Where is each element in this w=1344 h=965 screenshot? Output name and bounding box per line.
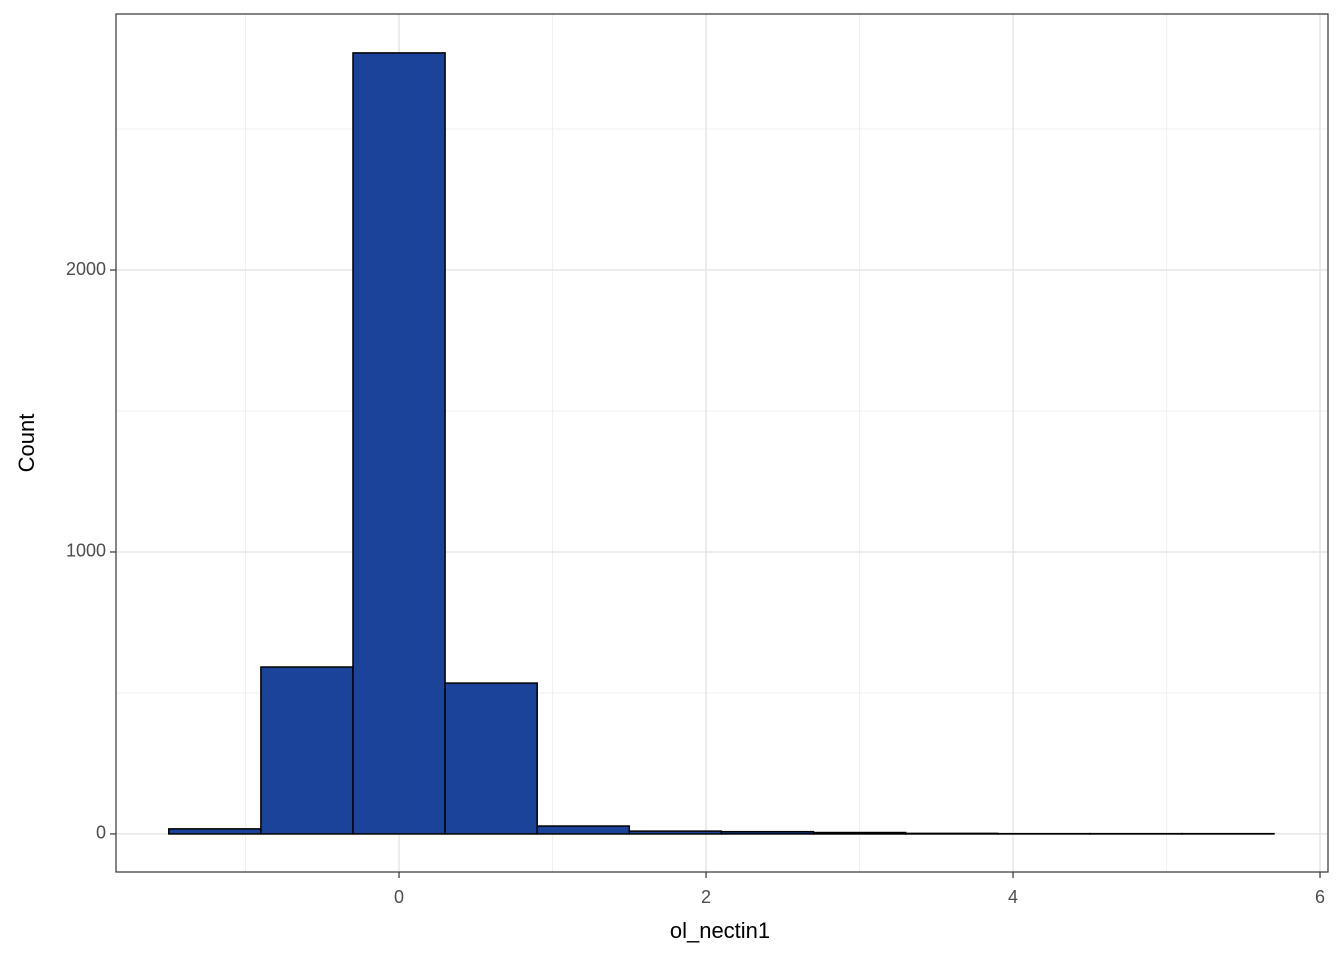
bar: [169, 829, 261, 834]
y-tick-label: 1000: [66, 541, 106, 561]
x-tick-label: 6: [1315, 887, 1325, 907]
x-tick-label: 0: [394, 887, 404, 907]
y-tick-label: 0: [96, 823, 106, 843]
bar: [906, 833, 998, 834]
x-tick-label: 2: [701, 887, 711, 907]
bar: [813, 833, 905, 834]
bar: [445, 683, 537, 834]
bar: [721, 832, 813, 834]
y-axis-title: Count: [14, 414, 39, 473]
x-axis-title: ol_nectin1: [670, 918, 770, 943]
bar: [261, 667, 353, 834]
bar: [537, 826, 629, 834]
bar: [353, 53, 445, 834]
x-tick-label: 4: [1008, 887, 1018, 907]
y-tick-label: 2000: [66, 259, 106, 279]
bar: [629, 831, 721, 834]
